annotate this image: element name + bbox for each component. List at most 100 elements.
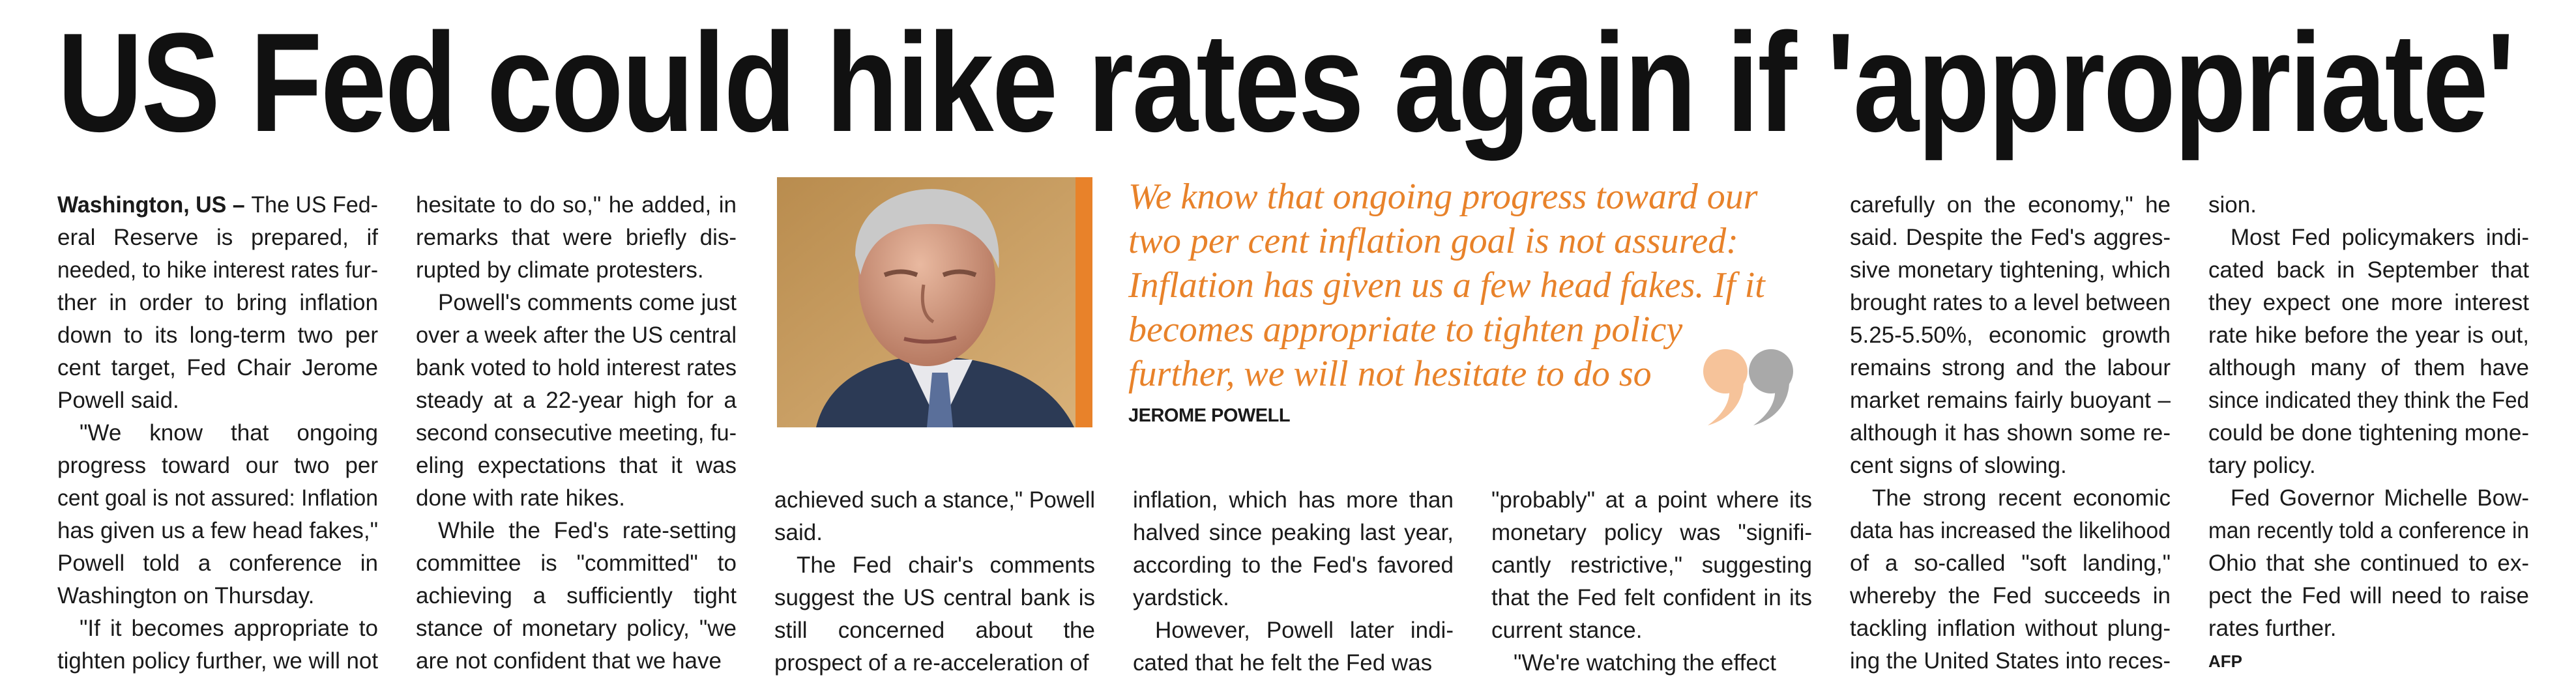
text-line: achieving a sufficiently tight [416, 580, 737, 612]
text-line: Powell's comments come just [416, 287, 737, 319]
text-line: rate hike before the year is out, [2208, 319, 2529, 352]
text-line: although many of them have [2208, 352, 2529, 384]
text-line: down to its long-term two per [57, 319, 378, 352]
text-line: yardstick. [1133, 582, 1454, 614]
line-text: However, Powell later indi- [1155, 618, 1454, 643]
text-line: cent signs of slowing. [1850, 450, 2171, 482]
line-text: could be done tightening mone- [2208, 420, 2529, 446]
line-text: has given us a few head fakes," [57, 518, 378, 543]
text-line: over a week after the US central [416, 319, 737, 352]
line-text: brought rates to a level between [1850, 290, 2171, 315]
line-text: man recently told a conference in [2208, 518, 2529, 543]
line-text: rupted by climate protesters. [416, 257, 704, 283]
line-text: tackling inflation without plung- [1850, 616, 2171, 641]
line-text: according to the Fed's favored [1133, 552, 1454, 578]
quote-mark-icon [1703, 349, 1793, 425]
line-text: The US Fed- [251, 192, 378, 218]
quote-line: further, we will not hesitate to do so [1128, 352, 1806, 396]
text-column: Washington, US – The US Fed-eral Reserve … [57, 189, 378, 678]
credit: AFP [2208, 651, 2242, 671]
line-text: tary policy. [2208, 453, 2316, 478]
line-text: ther in order to bring inflation [57, 290, 378, 315]
text-line: "We're watching the effect [1491, 647, 1812, 679]
line-text: steady at a 22-year high for a [416, 388, 737, 413]
text-line: rates further. [2208, 612, 2529, 645]
quote-line: two per cent inflation goal is not assur… [1128, 219, 1806, 263]
text-line: monetary policy was "signifi- [1491, 517, 1812, 549]
line-text: halved since peaking last year, [1133, 520, 1454, 545]
text-line: rupted by climate protesters. [416, 254, 737, 287]
text-line: "If it becomes appropriate to [57, 612, 378, 645]
line-text: tighten policy further, we will not [57, 648, 378, 674]
text-line: according to the Fed's favored [1133, 549, 1454, 582]
line-text: although many of them have [2208, 355, 2529, 380]
text-line: tighten policy further, we will not [57, 645, 378, 678]
text-line: tary policy. [2208, 450, 2529, 482]
line-text: cent target, Fed Chair Jerome [57, 355, 378, 380]
line-text: carefully on the economy," he [1850, 192, 2171, 218]
text-column: "probably" at a point where its monetary … [1491, 484, 1812, 679]
quote-text: two per cent inflation goal is not assur… [1128, 221, 1738, 261]
text-line: carefully on the economy," he [1850, 189, 2171, 222]
line-text: Washington on Thursday. [57, 583, 315, 608]
text-line: Most Fed policymakers indi- [2208, 222, 2529, 254]
text-line: eling expectations that it was [416, 450, 737, 482]
line-text: cent goal is not assured: Inflation [57, 485, 378, 511]
text-line: could be done tightening mone- [2208, 417, 2529, 450]
text-line: Washington, US – The US Fed- [57, 189, 378, 222]
text-column: hesitate to do so," he added, in remarks … [416, 189, 737, 678]
text-line: has given us a few head fakes," [57, 515, 378, 547]
line-text: While the Fed's rate-setting [438, 518, 737, 543]
line-text: remains strong and the labour [1850, 355, 2171, 380]
line-text: Powell told a conference in [57, 550, 378, 576]
line-text: ing the United States into reces- [1850, 648, 2171, 674]
quote-text: We know that ongoing progress toward our [1128, 177, 1758, 217]
line-text: data has increased the likelihood [1850, 518, 2171, 543]
text-line: of a so-called "soft landing," [1850, 547, 2171, 580]
line-text: The Fed chair's comments [797, 552, 1095, 578]
quote-text: further, we will not hesitate to do so [1128, 354, 1652, 394]
line-text: are not confident that we have [416, 648, 722, 674]
line-text: Fed Governor Michelle Bow- [2231, 485, 2529, 511]
line-text: current stance. [1491, 618, 1643, 643]
text-line: steady at a 22-year high for a [416, 384, 737, 417]
text-line: cated back in September that [2208, 254, 2529, 287]
line-text: still concerned about the [774, 618, 1095, 643]
line-text: over a week after the US central [416, 322, 737, 348]
text-line: although it has shown some re- [1850, 417, 2171, 450]
line-text: needed, to hike interest rates fur- [57, 257, 378, 283]
line-text: Powell's comments come just [438, 290, 737, 315]
text-line: The Fed chair's comments [774, 549, 1095, 582]
line-text: done with rate hikes. [416, 485, 626, 511]
line-text: sion. [2208, 192, 2257, 218]
line-text: cated that he felt the Fed was [1133, 650, 1433, 676]
line-text: sive monetary tightening, which [1850, 257, 2171, 283]
quote-line: becomes appropriate to tighten policy [1128, 307, 1806, 352]
text-line: market remains fairly buoyant – [1850, 384, 2171, 417]
line-text: Ohio that she continued to ex- [2208, 550, 2529, 576]
line-text: they expect one more interest [2208, 290, 2529, 315]
line-text: down to its long-term two per [57, 322, 378, 348]
line-text: 5.25-5.50%, economic growth [1850, 322, 2171, 348]
headline: US Fed could hike rates again if 'approp… [57, 3, 2515, 161]
text-line: hesitate to do so," he added, in [416, 189, 737, 222]
text-line: ther in order to bring inflation [57, 287, 378, 319]
line-text: yardstick. [1133, 585, 1229, 610]
line-text: "We know that ongoing [80, 420, 378, 446]
text-line: second consecutive meeting, fu- [416, 417, 737, 450]
portrait-photo [777, 177, 1092, 427]
text-line: eral Reserve is prepared, if [57, 222, 378, 254]
line-text: "probably" at a point where its [1491, 487, 1812, 513]
line-text: eral Reserve is prepared, if [57, 225, 378, 250]
text-line: needed, to hike interest rates fur- [57, 254, 378, 287]
line-text: of a so-called "soft landing," [1850, 550, 2171, 576]
line-text: suggest the US central bank is [774, 585, 1095, 610]
text-line: prospect of a re-acceleration of [774, 647, 1095, 679]
text-line: still concerned about the [774, 614, 1095, 647]
text-line: they expect one more interest [2208, 287, 2529, 319]
text-line: cent target, Fed Chair Jerome [57, 352, 378, 384]
line-text: prospect of a re-acceleration of [774, 650, 1089, 676]
text-line: suggest the US central bank is [774, 582, 1095, 614]
quote-line: Inflation has given us a few head fakes.… [1128, 263, 1806, 307]
